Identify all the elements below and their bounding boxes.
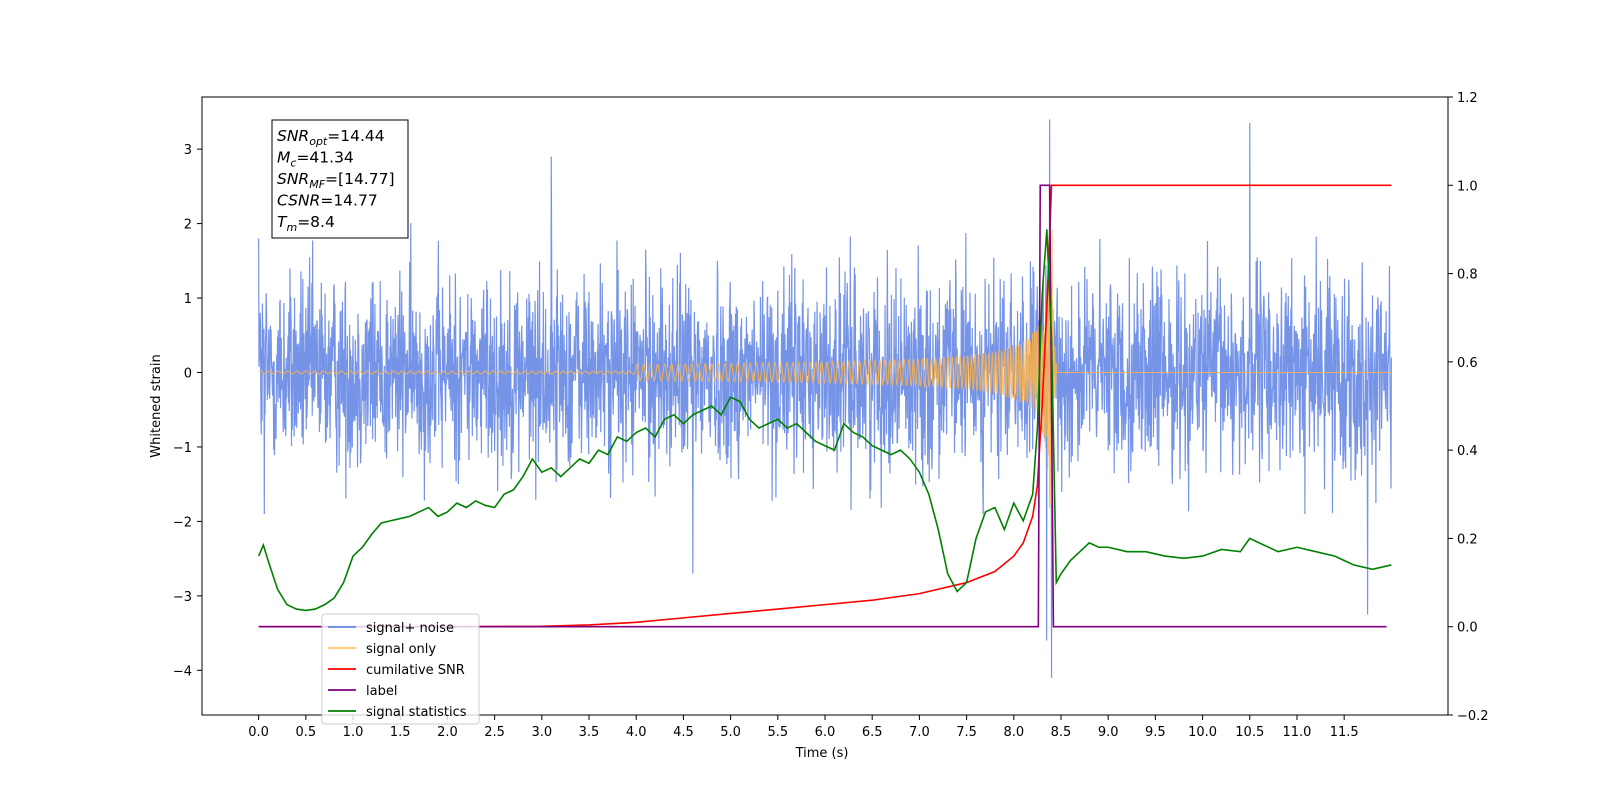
y2-tick-label: 0.2 [1457,532,1478,547]
x-tick-label: 7.0 [909,725,930,740]
annotation-line: SNRopt=14.44 [277,127,385,148]
y2-tick-label: 0.6 [1457,356,1478,371]
y2-tick-label: −0.2 [1457,709,1489,724]
x-tick-label: 4.0 [626,725,647,740]
y-tick-label: −1 [173,441,192,456]
x-tick-label: 2.5 [484,725,505,740]
x-tick-label: 10.5 [1235,725,1264,740]
annotation-line: Tm=8.4 [277,213,335,234]
annotation-line: CSNR=14.77 [277,192,378,210]
legend: signal+ noise signal only cumilative SNR la… [321,613,480,725]
y2-tick-label: 0.8 [1457,268,1478,283]
series-layer [257,119,1392,678]
y-tick-label: −2 [173,515,192,530]
annotation-frame [271,119,409,239]
y-tick-label: −4 [173,664,192,679]
x-tick-label: 2.0 [437,725,458,740]
series-signal-only [258,223,1392,508]
x-tick-label: 3.5 [579,725,600,740]
y-axis-label: Whitened strain [149,354,164,457]
x-tick-label: 3.0 [531,725,552,740]
x-axis: 0.0 0.5 1.0 1.5 2.0 2.5 3.0 3.5 4.0 4.5 5.0 5.5 6.0 6… [248,715,1359,740]
x-tick-label: 7.5 [956,725,977,740]
annotation-box: SNRopt=14.44Mc=41.34SNRMF=[14.77]CSNR=14… [271,119,409,239]
y-tick-label: 3 [184,143,192,158]
series-signal-statistics [257,229,1392,612]
legend-label: signal+ noise [366,621,454,636]
y-tick-label: 0 [184,366,192,381]
annotation-line: Mc=41.34 [277,149,354,170]
x-tick-label: 4.5 [673,725,694,740]
x-tick-label: 1.0 [343,725,364,740]
x-tick-label: 9.5 [1145,725,1166,740]
y-tick-label: 2 [184,218,192,233]
x-tick-label: 0.5 [295,725,316,740]
legend-label: signal statistics [366,705,467,720]
x-tick-label: 8.5 [1051,725,1072,740]
annotation-line: SNRMF=[14.77] [277,170,395,191]
legend-label: signal only [366,642,436,657]
legend-label: label [366,684,397,699]
y-axis-left: 3 2 1 0 −1 −2 −3 −4 [173,143,202,679]
x-tick-label: 8.0 [1003,725,1024,740]
x-tick-label: 5.5 [767,725,788,740]
x-tick-label: 11.5 [1330,725,1359,740]
legend-frame [321,613,480,725]
x-tick-label: 5.0 [720,725,741,740]
legend-label: cumilative SNR [366,663,465,678]
y2-tick-label: 0.4 [1457,444,1478,459]
x-tick-label: 0.0 [248,725,269,740]
series-signal-noise [258,119,1392,678]
x-tick-label: 6.5 [862,725,883,740]
x-tick-label: 11.0 [1282,725,1311,740]
x-axis-label: Time (s) [795,746,849,761]
y-axis-right: 1.2 1.0 0.8 0.6 0.4 0.2 0.0 −0.2 [1448,91,1489,724]
y-tick-label: −3 [173,590,192,605]
y2-tick-label: 1.0 [1457,179,1478,194]
series-label [258,184,1387,628]
x-tick-label: 1.5 [390,725,411,740]
y2-tick-label: 0.0 [1457,621,1478,636]
x-tick-label: 6.0 [815,725,836,740]
x-tick-label: 9.0 [1098,725,1119,740]
y2-tick-label: 1.2 [1457,91,1478,106]
y-tick-label: 1 [184,292,192,307]
x-tick-label: 10.0 [1188,725,1217,740]
